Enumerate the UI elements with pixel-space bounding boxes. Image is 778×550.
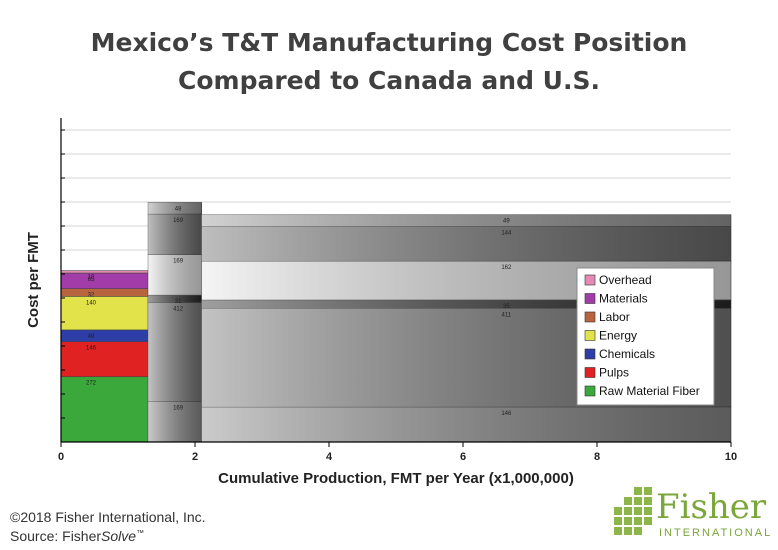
x-axis-label: Cumulative Production, FMT per Year (x1,… [218,470,574,487]
bar-value-label: 162 [501,265,512,271]
x-tick-label: 10 [725,451,737,463]
bar-segment-shade [148,295,202,303]
legend-label: Overhead [599,273,652,287]
bar-segment [60,270,149,274]
bar-value-label: 412 [173,307,184,313]
bar-segment-shade [201,406,731,442]
copyright-text: ©2018 Fisher International, Inc. [10,509,206,525]
bar-value-label: 411 [502,312,512,318]
legend-swatch [584,293,596,304]
bar-segment-shade [201,214,731,227]
bar-value-label: 146 [86,346,97,352]
legend-label: Labor [599,310,630,324]
source-text: Source: FisherSolve™ [10,528,144,544]
y-axis-label: Cost per FMT [25,232,42,328]
bar-value-label: 49 [88,334,95,340]
legend-swatch [584,330,596,341]
x-tick-label: 0 [58,451,64,463]
x-tick-label: 6 [460,451,466,463]
bar-segment-shade [148,401,202,442]
legend-swatch [584,385,596,397]
bar-value-label: 146 [501,411,512,417]
legend-label: Chemicals [599,347,655,361]
chart-title-line-2: Compared to Canada and U.S. [178,66,600,95]
bar-segment [60,376,149,443]
bar-segment-shade [148,202,202,214]
logo-grid-icon [614,487,652,535]
bar-segment [60,288,149,297]
x-tick-label: 4 [326,451,333,463]
legend-swatch [584,274,596,286]
bar-value-label: 10 [88,275,95,281]
bar-value-label: 169 [173,405,184,411]
bar-value-label: 65 [88,277,95,283]
legend-swatch [584,311,596,323]
bar-value-label: 144 [501,230,512,236]
legend-label: Pulps [599,366,629,380]
bar-segment-shade [148,302,202,402]
bar-value-label: 169 [173,218,184,224]
bar-value-label: 35 [503,304,510,310]
bar-segment-shade [148,254,202,296]
logo-word: Fisher [656,487,767,527]
bar-value-label: 48 [175,206,182,212]
bar-value-label: 140 [86,300,97,306]
bar-value-label: 49 [503,219,510,225]
bar-value-label: 169 [173,259,184,265]
legend-label: Energy [599,329,637,343]
legend: Overhead Materials Labor Energy Chemicals Pul… [576,267,715,406]
fisher-logo: Fisher INTERNATIONAL [612,485,772,545]
legend-box [576,267,715,406]
bar-segment-shade [148,214,202,255]
logo-subtitle: INTERNATIONAL [659,527,773,539]
bar-segment [60,341,149,378]
bar-value-label: 272 [86,381,97,387]
bar-segment [60,329,149,342]
bar-value-label: 31 [175,299,182,305]
bar-segment-shade [201,226,731,262]
x-tick-label: 2 [192,451,198,463]
bar-segment [60,296,149,331]
x-tick-label: 8 [594,451,600,463]
legend-label: Raw Material Fiber [599,384,700,398]
chart-title-line-1: Mexico’s T&T Manufacturing Cost Position [90,28,688,57]
legend-swatch [584,348,596,360]
source-prefix: Source: Fisher [10,528,102,544]
legend-swatch [584,367,596,378]
bar-segment [60,272,149,289]
bar-segment-shade [201,299,731,309]
legend-label: Materials [599,292,648,306]
axes: 0 2 4 6 8 10 [58,118,737,463]
source-trademark: ™ [136,528,145,538]
bar-value-label: 32 [88,293,95,299]
source-italic: Solve [101,528,137,544]
